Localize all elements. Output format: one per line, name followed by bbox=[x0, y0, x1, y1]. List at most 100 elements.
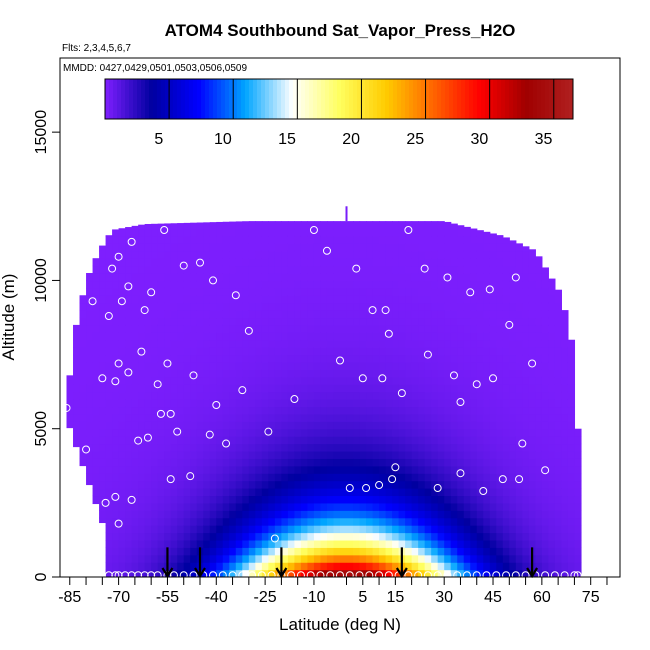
heatmap-cell bbox=[118, 539, 126, 548]
heatmap-cell bbox=[463, 436, 471, 445]
heatmap-cell bbox=[418, 554, 426, 563]
data-point bbox=[479, 486, 488, 495]
colorbar-swatch bbox=[357, 79, 362, 119]
heatmap-cell bbox=[73, 391, 81, 400]
heatmap-cell bbox=[281, 391, 289, 400]
heatmap-cell bbox=[177, 525, 185, 534]
heatmap-cell bbox=[340, 310, 348, 319]
heatmap-cell bbox=[326, 539, 335, 548]
heatmap-cell bbox=[183, 480, 191, 489]
heatmap-cell bbox=[144, 361, 152, 370]
heatmap-cell bbox=[372, 554, 380, 563]
heatmap-cell bbox=[255, 547, 263, 556]
heatmap-cell bbox=[105, 361, 113, 370]
heatmap-cell bbox=[300, 488, 309, 497]
heatmap-cell bbox=[431, 473, 439, 482]
heatmap-cell bbox=[567, 480, 576, 489]
heatmap-cell bbox=[333, 347, 341, 356]
heatmap-cell bbox=[268, 421, 276, 430]
heatmap-cell bbox=[372, 547, 380, 556]
heatmap-cell bbox=[177, 223, 185, 230]
heatmap-cell bbox=[209, 413, 217, 422]
heatmap-cell bbox=[222, 391, 230, 400]
heatmap-cell bbox=[138, 539, 146, 548]
data-point bbox=[117, 297, 126, 306]
heatmap-cell bbox=[209, 547, 217, 556]
heatmap-cell bbox=[255, 361, 263, 370]
heatmap-cell bbox=[353, 228, 361, 237]
heatmap-cell bbox=[144, 562, 152, 571]
heatmap-cell bbox=[561, 569, 569, 577]
heatmap-cell bbox=[118, 510, 126, 519]
heatmap-cell bbox=[502, 243, 510, 252]
heatmap-cell bbox=[333, 361, 341, 370]
heatmap-cell bbox=[255, 235, 263, 244]
heatmap-cell bbox=[242, 532, 250, 541]
heatmap-cell bbox=[144, 480, 152, 489]
heatmap-cell bbox=[235, 406, 243, 415]
heatmap-cell bbox=[118, 324, 126, 333]
heatmap-cell bbox=[385, 369, 393, 378]
heatmap-cell bbox=[313, 510, 322, 519]
heatmap-cell bbox=[222, 354, 230, 363]
heatmap-cell bbox=[366, 517, 374, 526]
heatmap-cell bbox=[463, 510, 471, 519]
surface-point bbox=[336, 571, 344, 577]
heatmap-cell bbox=[548, 510, 556, 519]
data-point bbox=[358, 374, 367, 383]
heatmap-cell bbox=[359, 347, 367, 356]
colorbar-swatch bbox=[337, 79, 342, 119]
colorbar-swatch bbox=[517, 79, 522, 119]
heatmap-cell bbox=[164, 465, 172, 474]
heatmap-cell bbox=[294, 554, 302, 563]
heatmap-cell bbox=[320, 413, 328, 422]
heatmap-cell bbox=[437, 554, 445, 563]
heatmap-cell bbox=[509, 391, 517, 400]
heatmap-cell bbox=[73, 361, 81, 370]
x-tick-label: -55 bbox=[156, 589, 179, 606]
colorbar-swatch bbox=[189, 79, 194, 119]
heatmap-cell bbox=[268, 295, 276, 304]
heatmap-cell bbox=[561, 510, 569, 519]
heatmap-cell bbox=[515, 339, 523, 348]
heatmap-cell bbox=[385, 243, 393, 252]
heatmap-cell bbox=[528, 517, 536, 526]
heatmap-cell bbox=[418, 384, 426, 393]
heatmap-cell bbox=[261, 413, 269, 422]
heatmap-cell bbox=[177, 450, 185, 459]
heatmap-cell bbox=[405, 295, 413, 304]
heatmap-cell bbox=[300, 436, 309, 445]
heatmap-cell bbox=[274, 510, 282, 519]
heatmap-cell bbox=[346, 280, 354, 289]
heatmap-cell bbox=[431, 273, 439, 282]
heatmap-cell bbox=[242, 347, 250, 356]
heatmap-cell bbox=[502, 450, 510, 459]
heatmap-cell bbox=[437, 547, 445, 556]
heatmap-cell bbox=[457, 450, 465, 459]
heatmap-cell bbox=[125, 517, 133, 526]
heatmap-cell bbox=[164, 287, 172, 296]
heatmap-cell bbox=[418, 302, 426, 311]
heatmap-cell bbox=[541, 354, 549, 363]
heatmap-cell bbox=[522, 324, 530, 333]
heatmap-cell bbox=[353, 376, 361, 385]
heatmap-cell bbox=[385, 443, 393, 452]
data-point bbox=[449, 371, 458, 380]
heatmap-cell bbox=[359, 302, 367, 311]
heatmap-cell bbox=[372, 443, 380, 452]
heatmap-cell bbox=[248, 228, 256, 237]
heatmap-cell bbox=[528, 339, 536, 348]
heatmap-cell bbox=[203, 243, 211, 252]
heatmap-cell bbox=[274, 235, 282, 244]
heatmap-cell bbox=[379, 243, 387, 252]
heatmap-cell bbox=[86, 473, 94, 482]
heatmap-cell bbox=[554, 488, 562, 497]
flights-label: Flts: 2,3,4,5,6,7 bbox=[62, 43, 131, 54]
heatmap-cell bbox=[353, 310, 361, 319]
heatmap-cell bbox=[320, 250, 328, 259]
heatmap-cell bbox=[359, 354, 367, 363]
heatmap-cell bbox=[489, 436, 497, 445]
heatmap-cell bbox=[125, 554, 133, 563]
heatmap-cell bbox=[418, 562, 426, 571]
heatmap-cell bbox=[509, 517, 517, 526]
